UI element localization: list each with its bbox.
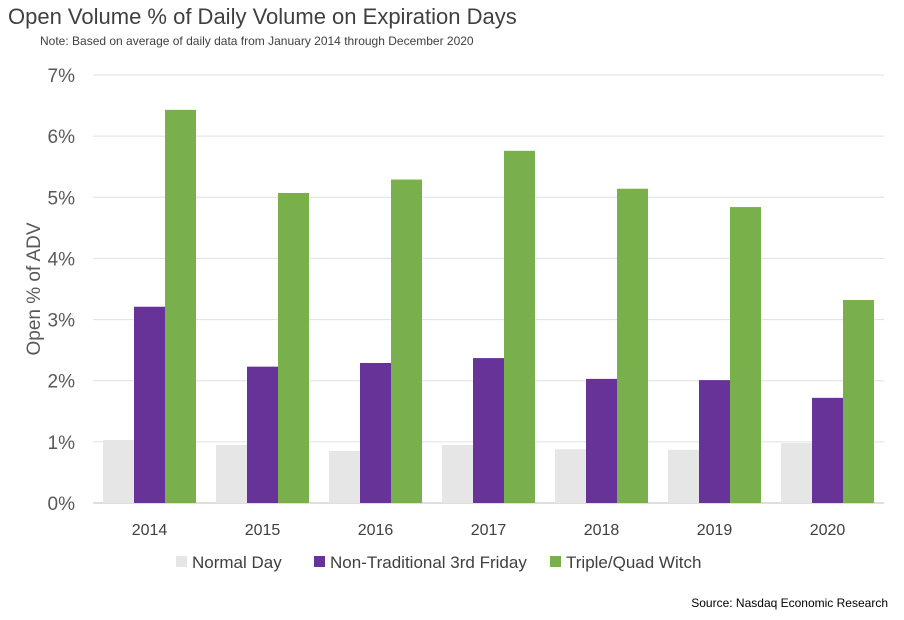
x-tick-label: 2014 <box>132 522 168 539</box>
y-tick-label: 7% <box>48 66 76 87</box>
bar-2020-2 <box>843 300 874 503</box>
bar-2018-1 <box>586 378 617 503</box>
bar-2019-1 <box>699 380 730 503</box>
bar-2018-0 <box>555 449 586 503</box>
bar-2014-2 <box>165 109 196 503</box>
x-tick-label: 2015 <box>245 522 281 539</box>
x-tick-label: 2017 <box>471 522 507 539</box>
bar-2016-1 <box>360 362 391 503</box>
bar-2020-0 <box>781 443 812 503</box>
bar-2019-0 <box>668 449 699 503</box>
chart-note: Note: Based on average of daily data fro… <box>40 34 474 48</box>
y-tick-label: 0% <box>48 494 76 515</box>
bar-2017-1 <box>473 358 504 503</box>
chart-title: Open Volume % of Daily Volume on Expirat… <box>8 4 517 29</box>
bar-2016-2 <box>391 179 422 503</box>
legend-label: Triple/Quad Witch <box>566 553 701 572</box>
y-axis-label: Open % of ADV <box>24 222 45 355</box>
bar-2015-0 <box>216 444 247 503</box>
bar-2020-1 <box>812 397 843 503</box>
y-tick-label: 4% <box>48 249 76 270</box>
bar-2019-2 <box>730 207 761 503</box>
legend-label: Normal Day <box>192 553 282 572</box>
legend-swatch <box>176 556 187 567</box>
bar-2014-0 <box>103 440 134 503</box>
y-tick-label: 1% <box>48 433 76 454</box>
y-tick-label: 2% <box>48 372 76 393</box>
bar-2017-2 <box>504 150 535 503</box>
x-tick-label: 2020 <box>810 522 846 539</box>
y-tick-label: 6% <box>48 127 76 148</box>
y-tick-label: 5% <box>48 188 76 209</box>
source-note: Source: Nasdaq Economic Research <box>691 596 888 610</box>
y-tick-label: 3% <box>48 311 76 332</box>
x-tick-label: 2018 <box>584 522 620 539</box>
bar-2018-2 <box>617 188 648 503</box>
legend-swatch <box>314 556 325 567</box>
bar-2014-1 <box>134 306 165 503</box>
legend-swatch <box>550 556 561 567</box>
x-tick-label: 2019 <box>697 522 733 539</box>
legend-label: Non-Traditional 3rd Friday <box>330 553 527 572</box>
bar-2017-0 <box>442 444 473 503</box>
bar-2016-0 <box>329 451 360 503</box>
x-tick-label: 2016 <box>358 522 394 539</box>
bar-2015-2 <box>278 193 309 503</box>
bar-2015-1 <box>247 366 278 503</box>
